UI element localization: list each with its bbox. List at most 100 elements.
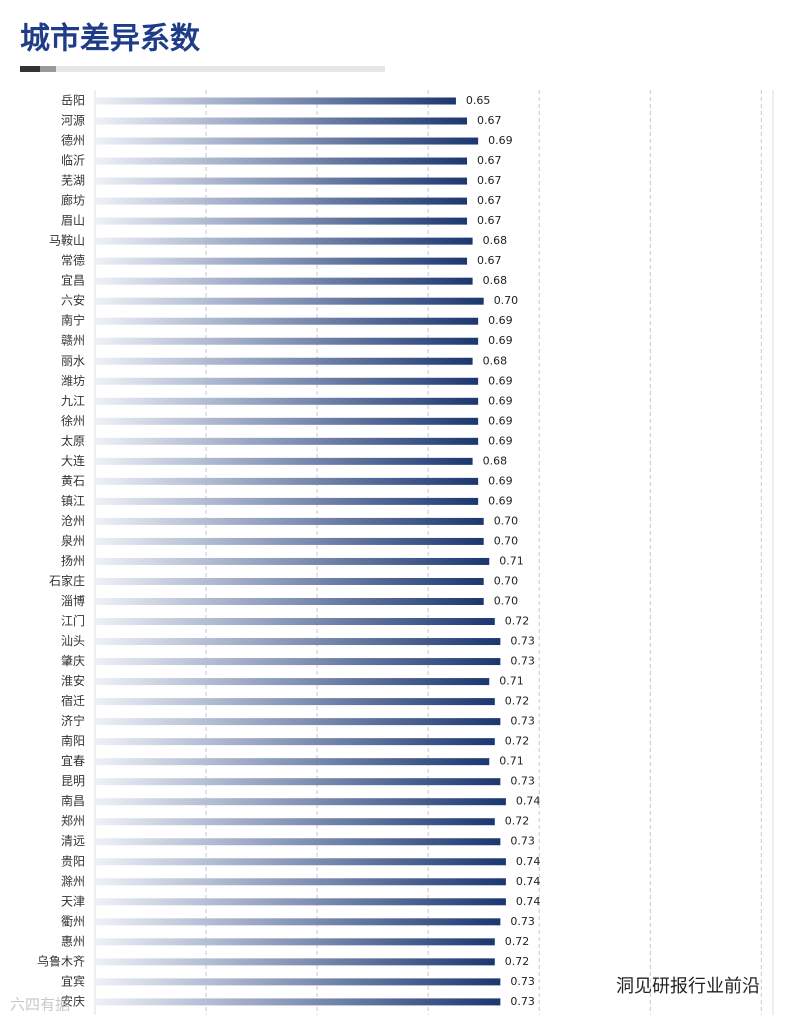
- bar: [95, 317, 479, 325]
- value-label: 0.72: [505, 815, 530, 828]
- category-label: 九江: [61, 394, 85, 408]
- value-label: 0.69: [488, 374, 513, 387]
- value-label: 0.71: [499, 554, 524, 567]
- value-label: 0.73: [510, 975, 535, 988]
- value-label: 0.68: [483, 454, 508, 467]
- category-label: 乌鲁木齐: [37, 953, 85, 968]
- category-label: 常德: [61, 253, 85, 268]
- category-label: 扬州: [61, 553, 85, 568]
- bar: [95, 257, 468, 265]
- category-label: 镇江: [61, 494, 85, 508]
- chart-title: 城市差异系数: [20, 22, 201, 57]
- category-label: 六安: [61, 293, 85, 308]
- category-label: 安庆: [61, 993, 85, 1008]
- bar: [95, 618, 495, 626]
- value-label: 0.74: [516, 895, 541, 908]
- category-label: 南阳: [61, 733, 85, 748]
- bar: [95, 838, 501, 846]
- category-label: 宿迁: [61, 693, 85, 708]
- value-label: 0.67: [477, 114, 502, 127]
- value-label: 0.69: [488, 134, 513, 147]
- bar: [95, 277, 473, 285]
- category-label: 河源: [61, 114, 85, 128]
- bar: [95, 878, 506, 886]
- bar: [95, 437, 479, 445]
- category-label: 南宁: [61, 313, 85, 328]
- value-label: 0.74: [516, 855, 541, 868]
- value-label: 0.72: [505, 695, 530, 708]
- bar: [95, 517, 484, 525]
- bar: [95, 157, 468, 165]
- value-label: 0.70: [494, 534, 519, 547]
- bar: [95, 638, 501, 646]
- value-label: 0.73: [510, 655, 535, 668]
- title-rule: [20, 66, 385, 72]
- category-label: 沧州: [61, 513, 85, 528]
- value-label: 0.67: [477, 174, 502, 187]
- value-label: 0.73: [510, 995, 535, 1008]
- bar: [95, 537, 484, 545]
- bar: [95, 377, 479, 385]
- category-label: 淮安: [61, 673, 85, 688]
- category-label: 济宁: [61, 713, 85, 728]
- category-label: 清远: [61, 834, 85, 848]
- value-label: 0.72: [505, 735, 530, 748]
- category-label: 郑州: [61, 813, 85, 828]
- bar: [95, 858, 506, 866]
- value-label: 0.65: [466, 94, 491, 107]
- category-label: 德州: [61, 133, 85, 148]
- value-label: 0.73: [510, 715, 535, 728]
- bar: [95, 938, 495, 946]
- value-label: 0.70: [494, 514, 519, 527]
- category-label: 赣州: [61, 334, 85, 348]
- category-label: 岳阳: [61, 94, 85, 108]
- value-label: 0.68: [483, 354, 508, 367]
- value-label: 0.71: [499, 675, 524, 688]
- value-label: 0.67: [477, 194, 502, 207]
- category-label: 临沂: [61, 154, 85, 168]
- category-label: 南昌: [61, 793, 85, 808]
- category-label: 惠州: [61, 934, 85, 948]
- category-label: 汕头: [61, 634, 85, 648]
- category-label: 眉山: [61, 214, 85, 228]
- bar: [95, 557, 490, 565]
- value-label: 0.73: [510, 915, 535, 928]
- bar: [95, 898, 506, 906]
- bar: [95, 738, 495, 746]
- bar: [95, 818, 495, 826]
- value-label: 0.69: [488, 394, 513, 407]
- bar: [95, 217, 468, 225]
- category-label: 丽水: [61, 354, 85, 368]
- value-label: 0.69: [488, 494, 513, 507]
- category-label: 天津: [61, 894, 85, 908]
- value-label: 0.70: [494, 595, 519, 608]
- value-label: 0.67: [477, 214, 502, 227]
- bar: [95, 958, 495, 966]
- category-label: 石家庄: [49, 573, 85, 588]
- value-label: 0.70: [494, 294, 519, 307]
- value-label: 0.68: [483, 234, 508, 247]
- value-label: 0.70: [494, 574, 519, 587]
- bar: [95, 417, 479, 425]
- category-label: 潍坊: [61, 373, 85, 388]
- category-label: 泉州: [61, 534, 85, 548]
- bar: [95, 297, 484, 305]
- bar: [95, 497, 479, 505]
- category-label: 太原: [61, 433, 85, 448]
- value-label: 0.74: [516, 795, 541, 808]
- value-label: 0.67: [477, 254, 502, 267]
- category-label: 宜宾: [61, 973, 85, 988]
- value-label: 0.73: [510, 775, 535, 788]
- bar: [95, 718, 501, 726]
- watermark: 六四有据: [10, 996, 70, 1014]
- value-label: 0.69: [488, 474, 513, 487]
- value-label: 0.69: [488, 414, 513, 427]
- bar: [95, 177, 468, 185]
- category-label: 廊坊: [61, 193, 85, 208]
- value-label: 0.67: [477, 154, 502, 167]
- bar: [95, 978, 501, 986]
- value-label: 0.73: [510, 835, 535, 848]
- bar: [95, 998, 501, 1006]
- bar: [95, 758, 490, 766]
